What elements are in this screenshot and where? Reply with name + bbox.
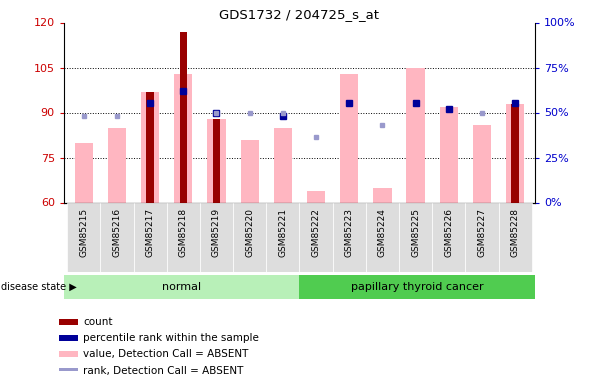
Text: GSM85219: GSM85219 <box>212 208 221 257</box>
Bar <box>75 142 93 202</box>
Bar <box>207 118 226 202</box>
Bar <box>60 351 78 357</box>
Text: disease state ▶: disease state ▶ <box>1 282 77 292</box>
Bar <box>299 202 333 272</box>
Text: GSM85226: GSM85226 <box>444 208 453 257</box>
Text: normal: normal <box>162 282 201 292</box>
Bar <box>213 118 220 202</box>
Bar <box>60 335 78 341</box>
Text: GSM85221: GSM85221 <box>278 208 288 257</box>
Bar <box>333 202 366 272</box>
Text: papillary thyroid cancer: papillary thyroid cancer <box>351 282 483 292</box>
Text: GSM85220: GSM85220 <box>245 208 254 257</box>
Bar <box>473 124 491 202</box>
Bar <box>299 274 535 299</box>
Title: GDS1732 / 204725_s_at: GDS1732 / 204725_s_at <box>219 8 379 21</box>
Bar <box>511 104 519 202</box>
Bar <box>399 202 432 272</box>
Bar <box>141 92 159 202</box>
Bar <box>60 319 78 325</box>
Bar <box>179 32 187 202</box>
Bar <box>134 202 167 272</box>
Text: GSM85228: GSM85228 <box>511 208 520 257</box>
Bar <box>307 190 325 202</box>
Bar <box>499 202 532 272</box>
Text: GSM85225: GSM85225 <box>411 208 420 257</box>
Bar <box>167 202 200 272</box>
Text: GSM85218: GSM85218 <box>179 208 188 257</box>
Bar <box>233 202 266 272</box>
Bar <box>60 368 78 374</box>
Bar <box>432 202 465 272</box>
Text: GSM85216: GSM85216 <box>112 208 122 257</box>
Bar <box>274 128 292 202</box>
Bar <box>407 68 425 203</box>
Text: GSM85223: GSM85223 <box>345 208 354 257</box>
Bar <box>465 202 499 272</box>
Text: count: count <box>83 317 113 327</box>
Bar <box>506 104 524 202</box>
Text: GSM85222: GSM85222 <box>311 208 320 257</box>
Text: GSM85224: GSM85224 <box>378 208 387 257</box>
Bar <box>67 202 100 272</box>
Text: percentile rank within the sample: percentile rank within the sample <box>83 333 259 343</box>
Bar <box>340 74 358 202</box>
Bar <box>266 202 299 272</box>
Bar <box>366 202 399 272</box>
Bar <box>200 202 233 272</box>
Text: GSM85215: GSM85215 <box>79 208 88 257</box>
Bar <box>147 92 154 202</box>
Bar <box>174 74 192 202</box>
Text: GSM85227: GSM85227 <box>477 208 486 257</box>
Bar <box>373 188 392 202</box>
Bar <box>108 128 126 202</box>
Bar <box>241 140 259 202</box>
Bar <box>100 202 134 272</box>
Bar <box>64 274 299 299</box>
Text: rank, Detection Call = ABSENT: rank, Detection Call = ABSENT <box>83 366 244 375</box>
Text: GSM85217: GSM85217 <box>146 208 154 257</box>
Text: value, Detection Call = ABSENT: value, Detection Call = ABSENT <box>83 350 249 360</box>
Bar <box>440 106 458 202</box>
